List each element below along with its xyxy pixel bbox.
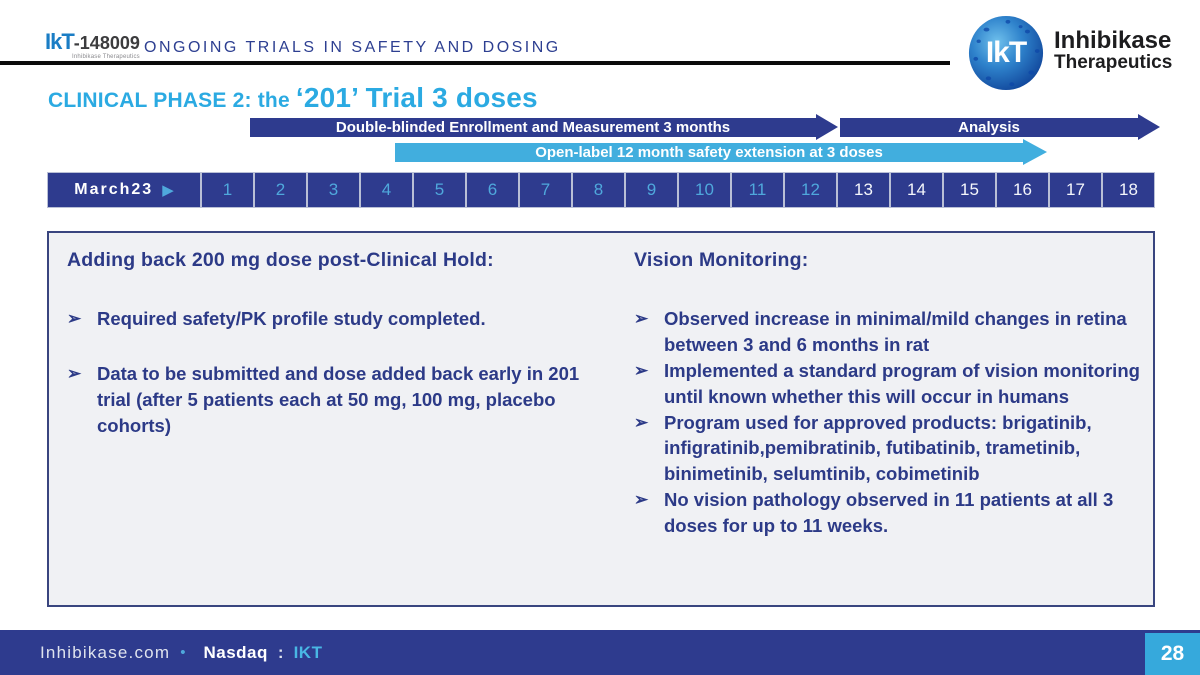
month-cell-7: 7 (520, 173, 573, 207)
arrow-analysis: Analysis (840, 118, 1138, 137)
month-timeline: March23 ▶ 1 2 3 4 5 6 7 8 9 10 11 12 13 14 15 16 17 18 (47, 172, 1155, 208)
left-panel: Adding back 200 mg dose post-Clinical Ho… (67, 249, 587, 468)
month-cell-11: 11 (732, 173, 785, 207)
month-cell-10: 10 (679, 173, 732, 207)
arrow-bullet-icon: ➢ (634, 360, 649, 380)
bullet-text: Observed increase in minimal/mild change… (664, 308, 1127, 355)
company-name: Inhibikase Therapeutics (1054, 28, 1172, 73)
company-name-line1: Inhibikase (1054, 27, 1172, 54)
bullet-item: ➢ No vision pathology observed in 11 pati… (634, 487, 1144, 539)
month-cell-12: 12 (785, 173, 838, 207)
bullet-item: ➢ Required safety/PK profile study comple… (67, 306, 587, 332)
month-cell-1: 1 (202, 173, 255, 207)
month-cell-15: 15 (944, 173, 997, 207)
footer-bar: Inhibikase.com • Nasdaq : IKT (0, 630, 1200, 675)
bullet-text: Implemented a standard program of vision… (664, 359, 1140, 407)
month-cell-14: 14 (891, 173, 944, 207)
section-title: ONGOING TRIALS IN SAFETY AND DOSING (144, 39, 561, 56)
play-marker-icon: ▶ (162, 181, 174, 199)
month-cell-4: 4 (361, 173, 414, 207)
right-panel-heading: Vision Monitoring: (634, 249, 809, 271)
timeline-start-cell: March23 ▶ (48, 173, 202, 207)
arrow-open-label-head-icon (1023, 139, 1047, 165)
right-panel-bullets: ➢ Observed increase in minimal/mild chang… (634, 306, 1144, 539)
month-cell-18: 18 (1119, 180, 1138, 199)
arrow-enrollment-head-icon (816, 114, 838, 140)
website-link[interactable]: Inhibikase.com (40, 642, 171, 662)
header-divider (0, 61, 950, 65)
bullet-text: No vision pathology observed in 11 patie… (664, 489, 1114, 537)
month-cell-6: 6 (467, 173, 520, 207)
month-cell-16: 16 (997, 173, 1050, 207)
slide-title: CLINICAL PHASE 2: the ‘201’ Trial 3 dose… (48, 82, 538, 114)
timeline-start-label: March23 (74, 181, 154, 198)
bullet-item: ➢ Data to be submitted and dose added bac… (67, 361, 587, 439)
ticker-symbol: IKT (293, 642, 323, 662)
bullet-text: Required safety/PK profile study complet… (97, 308, 486, 329)
product-code-logo: IkT-148009 Inhibikase Therapeutics (45, 29, 140, 61)
arrow-analysis-head-icon (1138, 114, 1160, 140)
page-number-badge: 28 (1145, 633, 1200, 675)
bullet-item: ➢ Implemented a standard program of visio… (634, 358, 1144, 410)
arrow-bullet-icon: ➢ (634, 309, 649, 328)
exchange-colon: : (277, 642, 284, 662)
bullet-text: Program used for approved products: brig… (664, 411, 1092, 485)
product-code-caption: Inhibikase Therapeutics (71, 54, 140, 60)
arrow-bullet-icon: ➢ (634, 490, 649, 510)
logo-monogram: IkT (985, 36, 1027, 69)
right-panel: Vision Monitoring: ➢ Observed increase in… (634, 249, 1144, 539)
product-code-prefix: IkT (45, 29, 75, 54)
left-panel-bullets: ➢ Required safety/PK profile study comple… (67, 306, 587, 439)
slide-title-emphasis: ‘201’ Trial 3 doses (295, 82, 538, 113)
footer-text: Inhibikase.com • Nasdaq : IKT (40, 643, 322, 663)
arrow-open-label: Open-label 12 month safety extension at … (395, 143, 1023, 162)
bullet-item: ➢ Program used for approved products: bri… (634, 410, 1144, 488)
content-panel: Adding back 200 mg dose post-Clinical Ho… (47, 231, 1155, 607)
left-panel-heading: Adding back 200 mg dose post-Clinical Ho… (67, 249, 494, 271)
bullet-text: Data to be submitted and dose added back… (97, 362, 580, 436)
month-cell-8: 8 (573, 173, 626, 207)
arrow-enrollment: Double-blinded Enrollment and Measuremen… (250, 118, 816, 137)
company-name-line2: Therapeutics (1054, 52, 1173, 74)
month-cell-13: 13 (838, 173, 891, 207)
arrow-bullet-icon: ➢ (634, 412, 649, 432)
exchange-label: Nasdaq (203, 642, 268, 662)
company-logo-icon: IkT (967, 14, 1045, 92)
bullet-item: ➢ Observed increase in minimal/mild chang… (634, 306, 1144, 358)
product-code-suffix: -148009 (73, 33, 140, 53)
month-cell-3: 3 (308, 173, 361, 207)
arrow-bullet-icon: ➢ (67, 309, 82, 328)
month-cell-9: 9 (626, 173, 679, 207)
month-cell-2: 2 (255, 173, 308, 207)
month-cell-5: 5 (414, 173, 467, 207)
bullet-separator-icon: • (180, 644, 186, 661)
arrow-bullet-icon: ➢ (67, 363, 82, 383)
slide-title-prefix: CLINICAL PHASE 2: the (48, 89, 296, 112)
month-cell-17: 17 (1050, 173, 1103, 207)
